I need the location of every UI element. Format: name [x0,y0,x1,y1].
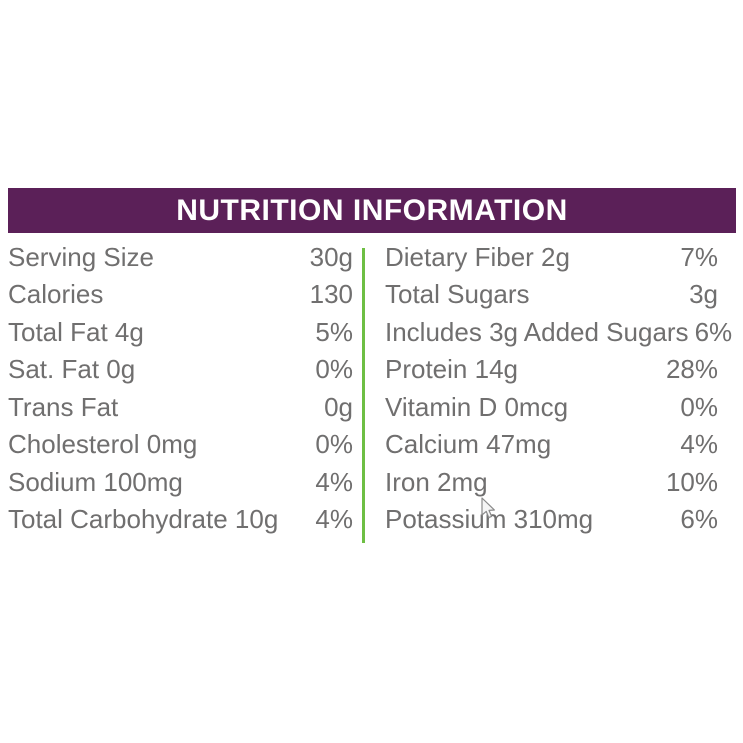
nutrient-label: Protein 14g [385,354,518,385]
nutrient-value: 3g [689,279,718,310]
nutrient-row: Total Carbohydrate 10g 4% [8,501,353,539]
nutrient-row: Vitamin D 0mcg 0% [385,388,718,426]
nutrient-label: Calcium 47mg [385,429,552,460]
nutrient-row: Calories 130 [8,276,353,314]
nutrient-label: Sat. Fat 0g [8,354,136,385]
nutrient-label: Cholesterol 0mg [8,429,198,460]
nutrition-header-title: NUTRITION INFORMATION [176,193,568,227]
nutrient-value: 6% [694,316,733,347]
nutrient-label: Trans Fat [8,391,119,422]
nutrient-row: Includes 3g Added Sugars 6% [385,313,732,351]
nutrient-row: Calcium 47mg 4% [385,426,718,464]
nutrient-label: Total Sugars [385,279,530,310]
column-divider-rule [362,248,365,543]
nutrient-row: Sat. Fat 0g 0% [8,351,353,389]
nutrition-column-right: Dietary Fiber 2g 7% Total Sugars 3g Incl… [385,238,732,539]
nutrient-label: Total Fat 4g [8,316,144,347]
nutrient-value: 0g [324,391,353,422]
nutrient-label: Total Carbohydrate 10g [8,504,279,535]
nutrient-value: 0% [680,391,718,422]
nutrient-value: 130 [309,279,353,310]
nutrient-value: 6% [680,504,718,535]
nutrient-label: Iron 2mg [385,466,488,497]
nutrition-column-left: Serving Size 30g Calories 130 Total Fat … [8,238,353,538]
nutrient-row: Total Fat 4g 5% [8,313,353,351]
nutrient-row: Total Sugars 3g [385,276,718,314]
nutrient-value: 4% [315,504,353,535]
nutrient-row: Sodium 100mg 4% [8,463,353,501]
nutrient-value: 30g [309,241,353,272]
nutrient-value: 7% [680,241,718,272]
nutrient-row: Dietary Fiber 2g 7% [385,238,718,276]
nutrition-header-bar: NUTRITION INFORMATION [8,188,736,233]
nutrient-label: Includes 3g Added Sugars [385,316,689,347]
nutrient-label: Serving Size [8,241,154,272]
nutrient-label: Potassium 310mg [385,504,594,535]
nutrient-value: 10% [665,466,718,497]
nutrient-label: Dietary Fiber 2g [385,241,570,272]
nutrient-value: 0% [315,354,353,385]
nutrient-row: Protein 14g 28% [385,351,718,389]
nutrient-label: Calories [8,279,104,310]
nutrient-row: Serving Size 30g [8,238,353,276]
nutrient-row: Trans Fat 0g [8,388,353,426]
nutrient-value: 4% [315,466,353,497]
nutrient-value: 28% [665,354,718,385]
nutrient-label: Vitamin D 0mcg [385,391,569,422]
nutrient-row: Cholesterol 0mg 0% [8,426,353,464]
nutrient-value: 5% [315,316,353,347]
nutrient-value: 0% [315,429,353,460]
nutrient-label: Sodium 100mg [8,466,183,497]
nutrient-row: Iron 2mg 10% [385,463,718,501]
nutrient-row: Potassium 310mg 6% [385,501,718,539]
nutrient-value: 4% [680,429,718,460]
